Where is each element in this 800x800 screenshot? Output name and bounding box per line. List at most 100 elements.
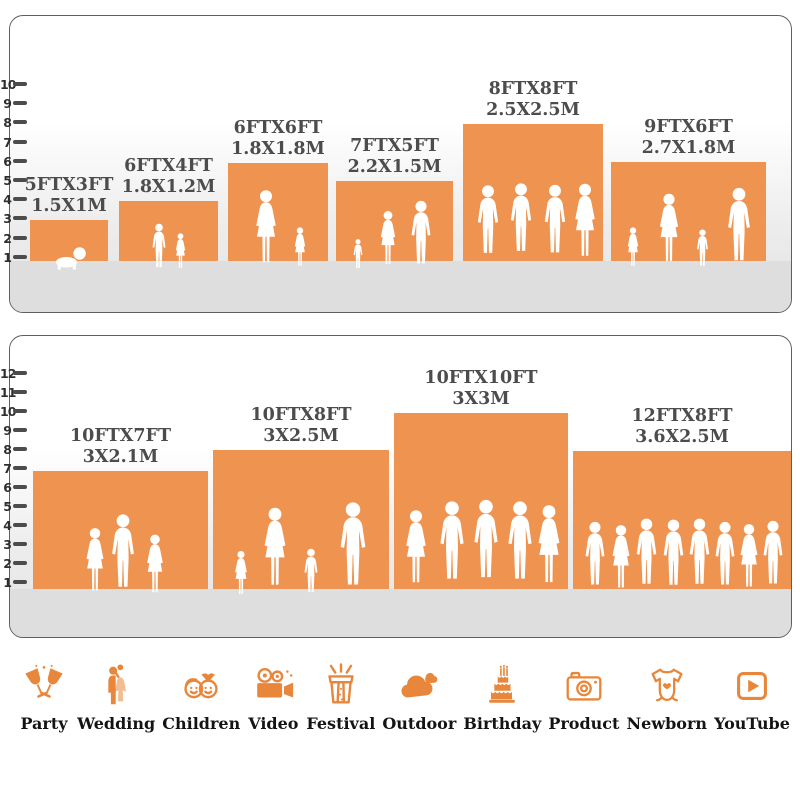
scale-tick: 1: [0, 249, 27, 265]
category-video: Video: [247, 662, 299, 733]
scale-tick-mark: [13, 255, 27, 259]
large-sizes-panel: 10FTX7FT 3X2.1M 10FTX8FT 3X2.5M 10FTX10F…: [9, 335, 792, 638]
scale-tick-label: 4: [3, 517, 12, 533]
photo-camera-icon: [560, 662, 608, 710]
people-silhouette: [55, 247, 86, 270]
backdrop-size-label: 5FTX3FT 1.5X1M: [10, 175, 133, 217]
scale-tick-label: 9: [3, 95, 12, 111]
backdrop-size-m: 1.5X1M: [31, 196, 107, 216]
scale-tick: 10: [0, 403, 27, 419]
scale-tick: 2: [0, 230, 27, 246]
baby-onesie-icon: [643, 662, 691, 710]
scale-tick: 3: [0, 536, 27, 552]
category-newborn: Newborn: [627, 662, 707, 733]
backdrop-box: [33, 471, 208, 593]
backdrop-size-m: 2.5X2.5M: [486, 100, 580, 120]
scale-tick-label: 10: [0, 403, 16, 419]
category-wedding: Wedding: [77, 662, 155, 733]
people-silhouette: [477, 183, 595, 256]
scale-tick: 2: [0, 555, 27, 571]
backdrop-box: [213, 450, 389, 595]
category-label: Video: [248, 714, 299, 733]
category-festival: Festival: [306, 662, 375, 733]
floor-strip: [10, 589, 791, 637]
scale-tick-mark: [13, 485, 27, 489]
scale-tick-mark: [13, 101, 27, 105]
backdrop-size-ft: 8FTX8FT: [488, 79, 578, 99]
people-silhouette: [353, 200, 431, 269]
backdrop-size-ft: 10FTX10FT: [424, 368, 538, 388]
scale-tick-mark: [13, 542, 27, 546]
backdrop-size-m: 3X2.5M: [263, 426, 339, 446]
scale-tick-label: 7: [3, 134, 12, 150]
scale-tick: 9: [0, 95, 27, 111]
scale-tick-label: 3: [3, 210, 12, 226]
scale-tick-mark: [13, 428, 27, 432]
scale-tick-mark: [13, 390, 27, 394]
backdrop-size-ft: 9FTX6FT: [644, 117, 733, 137]
scale-tick: 4: [0, 191, 27, 207]
children-faces-icon: [177, 662, 225, 710]
scale-tick-label: 1: [3, 574, 12, 590]
scale-tick-label: 1: [3, 249, 12, 265]
category-label: Wedding: [77, 714, 156, 733]
scale-tick-label: 8: [3, 114, 12, 130]
scale-tick: 7: [0, 134, 27, 150]
category-label: Outdoor: [382, 714, 457, 733]
scale-tick-mark: [13, 447, 27, 451]
scale-tick: 5: [0, 498, 27, 514]
scale-tick-mark: [13, 409, 27, 413]
small-medium-panel: 5FTX3FT 1.5X1M 6FTX4FT 1.8X1.2M 6FTX6FT …: [9, 15, 792, 313]
scale-tick-label: 11: [0, 384, 16, 400]
backdrop-box: [573, 451, 791, 589]
people-silhouette: [627, 187, 750, 266]
scale-tick-label: 5: [3, 172, 12, 188]
scale-tick-mark: [13, 504, 27, 508]
backdrop-size-m: 2.7X1.8M: [641, 138, 736, 158]
category-label: YouTube: [714, 714, 790, 733]
backdrop-size-label: 6FTX6FT 1.8X1.8M: [203, 118, 353, 160]
backdrop-size-label: 6FTX4FT 1.8X1.2M: [94, 156, 243, 198]
backdrop-size-label: 7FTX5FT 2.2X1.5M: [311, 136, 478, 178]
people-silhouette: [86, 514, 163, 593]
scale-tick: 3: [0, 210, 27, 226]
category-youtube: YouTube: [714, 662, 790, 733]
category-children: Children: [162, 662, 240, 733]
scale-tick-label: 7: [3, 460, 12, 476]
scale-tick-label: 6: [3, 153, 12, 169]
scale-tick-mark: [13, 82, 27, 86]
clouds-icon: [395, 662, 443, 710]
category-label: Party: [20, 714, 68, 733]
scale-tick-mark: [13, 197, 27, 201]
floor-strip: [10, 261, 791, 312]
scale-tick-label: 2: [3, 230, 12, 246]
category-birthday: Birthday: [463, 662, 541, 733]
scale-tick-mark: [13, 120, 27, 124]
category-row: Party Wedding: [18, 662, 790, 733]
scale-tick-mark: [13, 371, 27, 375]
category-label: Product: [548, 714, 620, 733]
gift-box-icon: [317, 662, 365, 710]
backdrop-size-ft: 6FTX6FT: [233, 118, 323, 138]
category-label: Birthday: [463, 714, 542, 733]
backdrop-size-m: 3X2.1M: [82, 447, 159, 467]
birthday-cake-icon: [478, 662, 526, 710]
scale-tick-label: 5: [3, 498, 12, 514]
backdrop-box: [119, 201, 218, 268]
backdrop-box: [463, 124, 603, 261]
scale-tick-label: 6: [3, 479, 12, 495]
scale-tick-mark: [13, 236, 27, 240]
scale-tick-mark: [13, 178, 27, 182]
backdrop-size-ft: 10FTX7FT: [69, 426, 171, 446]
backdrop-size-m: 2.2X1.5M: [347, 157, 442, 177]
backdrop-size-label: 10FTX10FT 3X3M: [369, 368, 593, 410]
backdrop-size-m: 3.6X2.5M: [635, 427, 729, 447]
backdrop-size-ft: 12FTX8FT: [631, 406, 733, 426]
backdrop-size-ft: 5FTX3FT: [24, 175, 114, 195]
backdrop-size-ft: 10FTX8FT: [250, 405, 352, 425]
scale-tick-mark: [13, 159, 27, 163]
backdrop-size-label: 12FTX8FT 3.6X2.5M: [548, 406, 791, 448]
backdrop-size-label: 9FTX6FT 2.7X1.8M: [586, 117, 791, 159]
scale-tick-label: 3: [3, 536, 12, 552]
category-label: Festival: [306, 714, 376, 733]
